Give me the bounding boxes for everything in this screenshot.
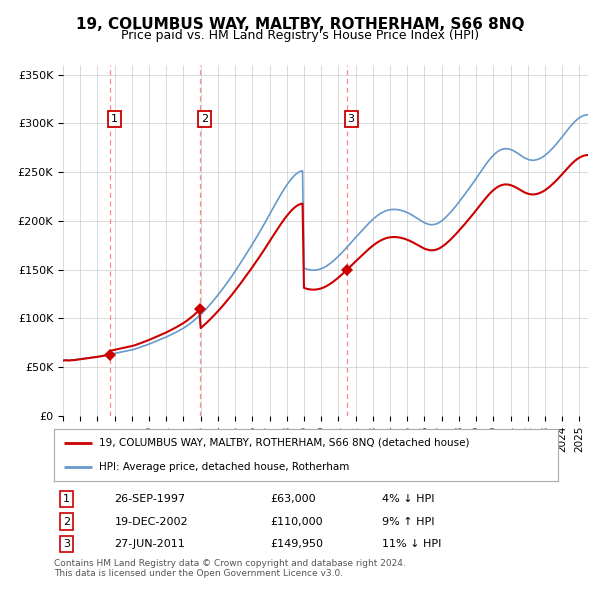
Text: 3: 3 <box>63 539 70 549</box>
Text: Contains HM Land Registry data © Crown copyright and database right 2024.: Contains HM Land Registry data © Crown c… <box>54 559 406 568</box>
Text: This data is licensed under the Open Government Licence v3.0.: This data is licensed under the Open Gov… <box>54 569 343 578</box>
Text: 19, COLUMBUS WAY, MALTBY, ROTHERHAM, S66 8NQ: 19, COLUMBUS WAY, MALTBY, ROTHERHAM, S66… <box>76 17 524 31</box>
Text: 1: 1 <box>63 494 70 504</box>
Text: £63,000: £63,000 <box>271 494 316 504</box>
Text: 26-SEP-1997: 26-SEP-1997 <box>115 494 185 504</box>
Text: 9% ↑ HPI: 9% ↑ HPI <box>382 516 434 526</box>
Text: 2: 2 <box>201 114 208 124</box>
Text: 4% ↓ HPI: 4% ↓ HPI <box>382 494 434 504</box>
Text: HPI: Average price, detached house, Rotherham: HPI: Average price, detached house, Roth… <box>100 462 350 472</box>
Text: Price paid vs. HM Land Registry's House Price Index (HPI): Price paid vs. HM Land Registry's House … <box>121 29 479 42</box>
Text: 19-DEC-2002: 19-DEC-2002 <box>115 516 188 526</box>
Text: 19, COLUMBUS WAY, MALTBY, ROTHERHAM, S66 8NQ (detached house): 19, COLUMBUS WAY, MALTBY, ROTHERHAM, S66… <box>100 438 470 448</box>
Text: £110,000: £110,000 <box>271 516 323 526</box>
Text: 27-JUN-2011: 27-JUN-2011 <box>115 539 185 549</box>
Text: 11% ↓ HPI: 11% ↓ HPI <box>382 539 441 549</box>
Text: 3: 3 <box>347 114 355 124</box>
Text: £149,950: £149,950 <box>271 539 324 549</box>
Text: 2: 2 <box>63 516 70 526</box>
Text: 1: 1 <box>111 114 118 124</box>
